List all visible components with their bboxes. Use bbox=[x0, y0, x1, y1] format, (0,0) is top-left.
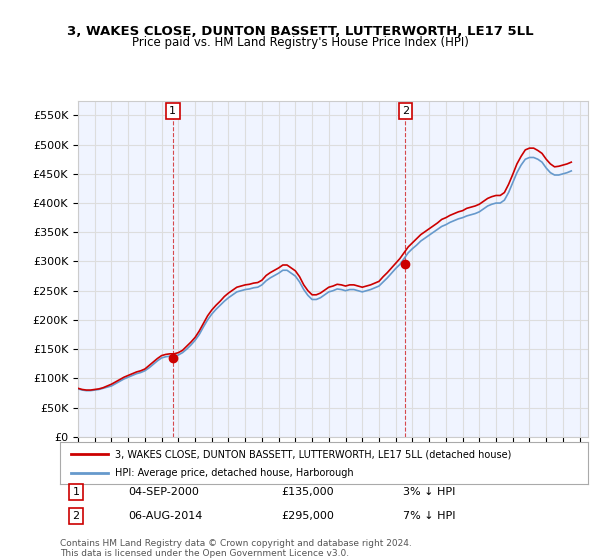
Text: 3, WAKES CLOSE, DUNTON BASSETT, LUTTERWORTH, LE17 5LL: 3, WAKES CLOSE, DUNTON BASSETT, LUTTERWO… bbox=[67, 25, 533, 38]
Text: Contains HM Land Registry data © Crown copyright and database right 2024.
This d: Contains HM Land Registry data © Crown c… bbox=[60, 539, 412, 558]
Text: 1: 1 bbox=[169, 106, 176, 116]
Text: HPI: Average price, detached house, Harborough: HPI: Average price, detached house, Harb… bbox=[115, 468, 354, 478]
Text: 06-AUG-2014: 06-AUG-2014 bbox=[128, 511, 203, 521]
Text: £135,000: £135,000 bbox=[282, 487, 334, 497]
Text: £295,000: £295,000 bbox=[282, 511, 335, 521]
Text: 04-SEP-2000: 04-SEP-2000 bbox=[128, 487, 200, 497]
Text: 3% ↓ HPI: 3% ↓ HPI bbox=[403, 487, 455, 497]
Text: 2: 2 bbox=[402, 106, 409, 116]
Text: 1: 1 bbox=[73, 487, 79, 497]
Text: 3, WAKES CLOSE, DUNTON BASSETT, LUTTERWORTH, LE17 5LL (detached house): 3, WAKES CLOSE, DUNTON BASSETT, LUTTERWO… bbox=[115, 449, 512, 459]
Text: Price paid vs. HM Land Registry's House Price Index (HPI): Price paid vs. HM Land Registry's House … bbox=[131, 36, 469, 49]
Text: 2: 2 bbox=[72, 511, 79, 521]
Text: 7% ↓ HPI: 7% ↓ HPI bbox=[403, 511, 456, 521]
